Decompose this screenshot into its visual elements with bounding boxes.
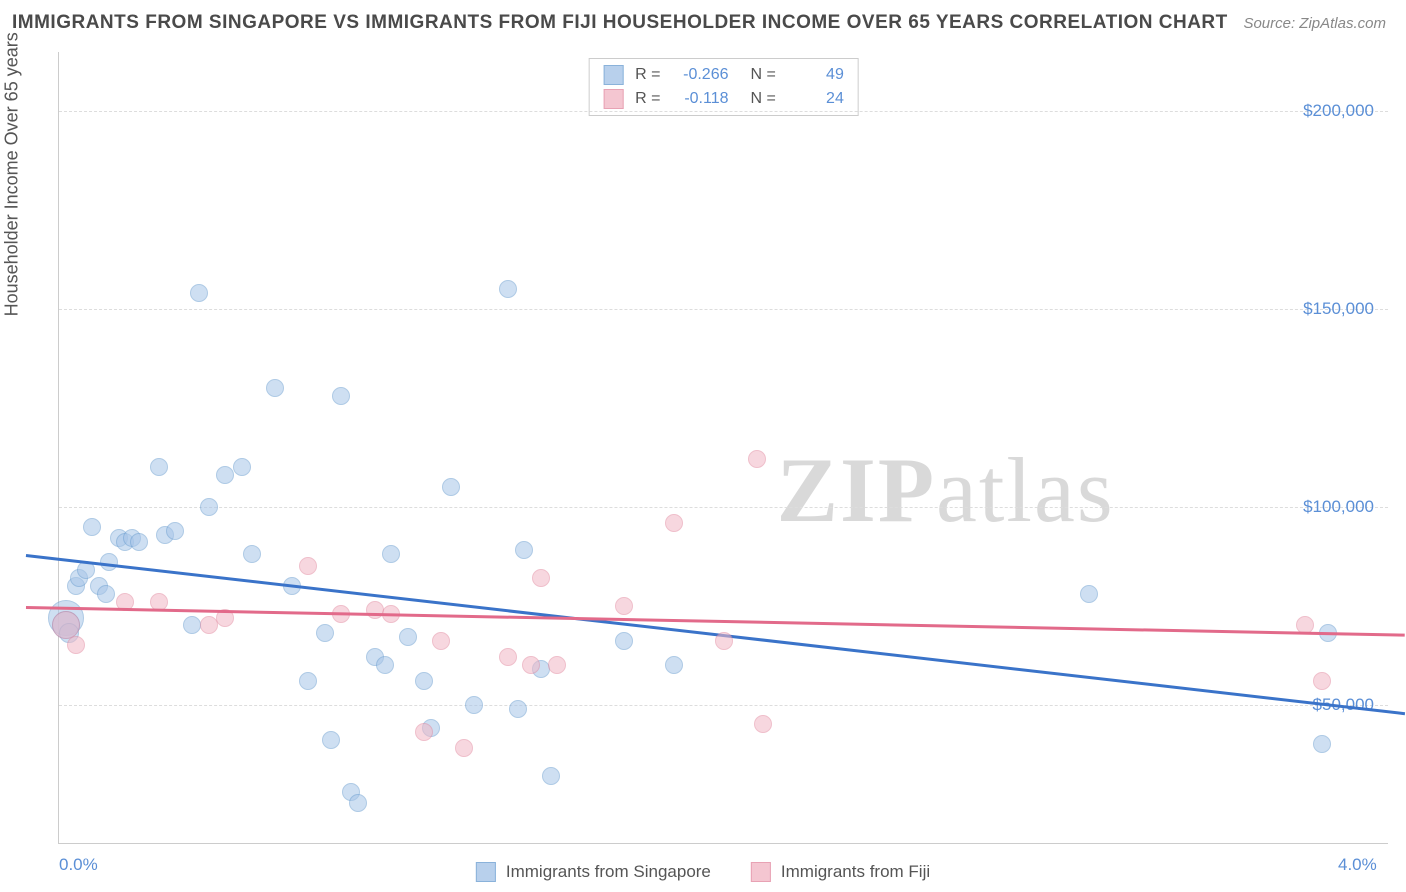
data-point-fiji (200, 616, 218, 634)
data-point-singapore (415, 672, 433, 690)
legend-swatch-singapore (476, 862, 496, 882)
data-point-singapore (349, 794, 367, 812)
legend-item-singapore: Immigrants from Singapore (476, 862, 711, 882)
data-point-singapore (509, 700, 527, 718)
data-point-fiji (1313, 672, 1331, 690)
data-point-singapore (316, 624, 334, 642)
data-point-singapore (1080, 585, 1098, 603)
data-point-fiji (432, 632, 450, 650)
legend-bottom: Immigrants from Singapore Immigrants from… (476, 862, 930, 882)
data-point-singapore (216, 466, 234, 484)
x-tick-label: 4.0% (1338, 855, 1377, 875)
data-point-singapore (183, 616, 201, 634)
data-point-fiji (499, 648, 517, 666)
data-point-singapore (299, 672, 317, 690)
legend-label-singapore: Immigrants from Singapore (506, 862, 711, 882)
data-point-fiji (522, 656, 540, 674)
data-point-singapore (130, 533, 148, 551)
data-point-singapore (399, 628, 417, 646)
data-point-singapore (465, 696, 483, 714)
data-point-singapore (243, 545, 261, 563)
chart-header: IMMIGRANTS FROM SINGAPORE VS IMMIGRANTS … (0, 0, 1406, 42)
legend-stats-box: R = -0.266 N = 49 R = -0.118 N = 24 (588, 58, 859, 116)
data-point-singapore (376, 656, 394, 674)
legend-r-value-singapore: -0.266 (673, 66, 729, 84)
data-point-fiji (615, 597, 633, 615)
y-axis-label: Householder Income Over 65 years (2, 32, 23, 316)
legend-stats-row-singapore: R = -0.266 N = 49 (603, 63, 844, 87)
legend-n-label: N = (751, 90, 776, 108)
data-point-singapore (322, 731, 340, 749)
legend-n-value-fiji: 24 (788, 90, 844, 108)
data-point-singapore (615, 632, 633, 650)
x-tick-label: 0.0% (59, 855, 98, 875)
y-tick-label: $150,000 (1303, 299, 1374, 319)
data-point-fiji (532, 569, 550, 587)
legend-swatch-singapore (603, 65, 623, 85)
y-tick-label: $100,000 (1303, 497, 1374, 517)
data-point-fiji (415, 723, 433, 741)
data-point-singapore (442, 478, 460, 496)
data-point-singapore (266, 379, 284, 397)
data-point-singapore (1313, 735, 1331, 753)
data-point-fiji (299, 557, 317, 575)
data-point-singapore (332, 387, 350, 405)
gridline (59, 705, 1388, 706)
data-point-singapore (382, 545, 400, 563)
legend-r-label: R = (635, 66, 660, 84)
legend-swatch-fiji (603, 89, 623, 109)
data-point-fiji (548, 656, 566, 674)
chart-area: Householder Income Over 65 years ZIPatla… (46, 52, 1388, 844)
legend-stats-row-fiji: R = -0.118 N = 24 (603, 87, 844, 111)
data-point-singapore (200, 498, 218, 516)
data-point-fiji (366, 601, 384, 619)
gridline (59, 309, 1388, 310)
legend-label-fiji: Immigrants from Fiji (781, 862, 930, 882)
data-point-singapore (499, 280, 517, 298)
data-point-fiji (754, 715, 772, 733)
legend-n-value-singapore: 49 (788, 66, 844, 84)
plot-region: ZIPatlas R =-0.266N =49R =-0.118N =24 $5… (58, 52, 1388, 844)
chart-title: IMMIGRANTS FROM SINGAPORE VS IMMIGRANTS … (12, 12, 1228, 34)
trendline-singapore (26, 554, 1405, 715)
data-point-fiji (748, 450, 766, 468)
data-point-singapore (542, 767, 560, 785)
data-point-singapore (190, 284, 208, 302)
watermark: ZIPatlas (777, 437, 1115, 543)
legend-r-value-fiji: -0.118 (673, 90, 729, 108)
legend-n-label: N = (751, 66, 776, 84)
gridline (59, 111, 1388, 112)
data-point-singapore (97, 585, 115, 603)
data-point-fiji (715, 632, 733, 650)
legend-swatch-fiji (751, 862, 771, 882)
gridline (59, 507, 1388, 508)
data-point-fiji (67, 636, 85, 654)
chart-source: Source: ZipAtlas.com (1243, 15, 1386, 32)
data-point-singapore (665, 656, 683, 674)
data-point-singapore (150, 458, 168, 476)
y-tick-label: $200,000 (1303, 101, 1374, 121)
legend-r-label: R = (635, 90, 660, 108)
data-point-fiji (665, 514, 683, 532)
data-point-singapore (515, 541, 533, 559)
legend-item-fiji: Immigrants from Fiji (751, 862, 930, 882)
data-point-fiji (455, 739, 473, 757)
data-point-singapore (83, 518, 101, 536)
data-point-singapore (166, 522, 184, 540)
data-point-singapore (233, 458, 251, 476)
